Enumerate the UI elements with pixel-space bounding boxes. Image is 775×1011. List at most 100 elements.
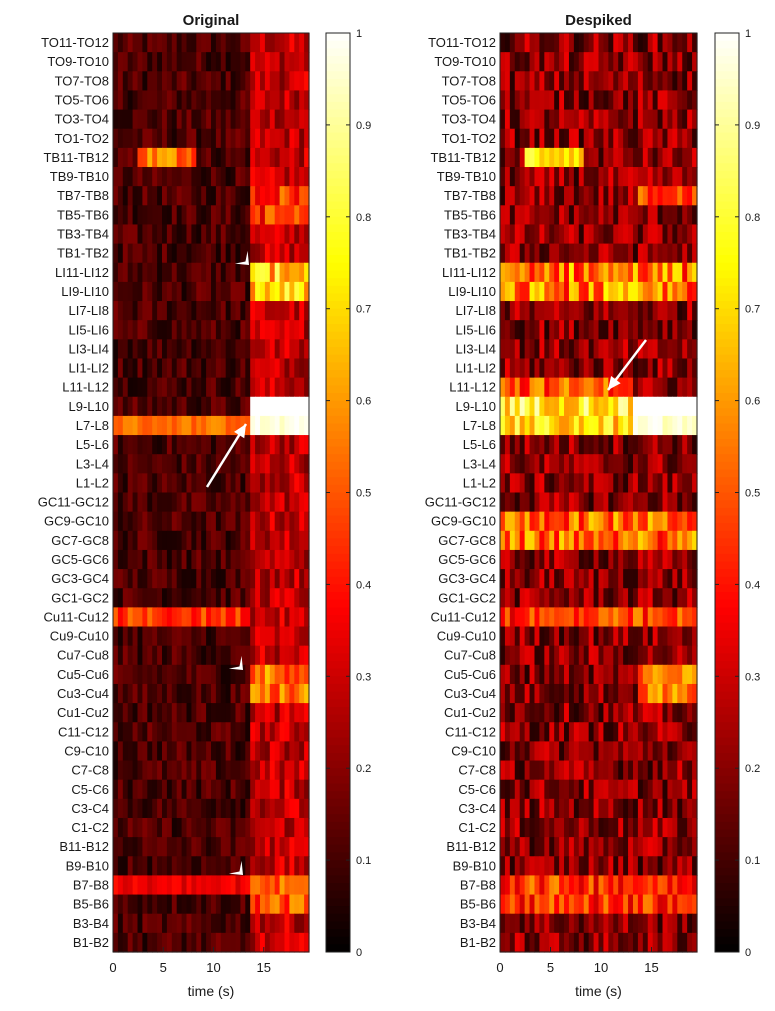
heatmap-cell bbox=[583, 128, 590, 149]
heatmap-cell bbox=[157, 722, 163, 742]
heatmap-cell bbox=[608, 90, 614, 111]
heatmap-cell bbox=[279, 492, 286, 513]
heatmap-cell bbox=[225, 492, 232, 513]
heatmap-cell bbox=[304, 492, 310, 513]
heatmap-cell bbox=[519, 52, 526, 72]
heatmap-cell bbox=[603, 856, 609, 877]
heatmap-cell bbox=[657, 186, 664, 206]
heatmap-cell bbox=[657, 530, 664, 551]
heatmap-cell bbox=[166, 741, 173, 762]
heatmap-cell bbox=[559, 147, 565, 168]
heatmap-cell bbox=[152, 473, 158, 494]
heatmap-cell bbox=[269, 798, 276, 819]
row-label: C11-C12 bbox=[445, 724, 496, 739]
heatmap-cell bbox=[274, 224, 281, 245]
heatmap-cell bbox=[166, 492, 173, 513]
heatmap-cell bbox=[500, 224, 506, 245]
heatmap-cell bbox=[191, 779, 197, 800]
heatmap-cell bbox=[500, 588, 506, 608]
heatmap-cell bbox=[196, 932, 202, 953]
heatmap-cell bbox=[652, 703, 659, 723]
heatmap-cell bbox=[225, 932, 232, 953]
heatmap-cell bbox=[299, 549, 305, 570]
row-label: C7-C8 bbox=[71, 763, 109, 778]
heatmap-cell bbox=[692, 243, 698, 264]
heatmap-cell bbox=[162, 703, 168, 723]
heatmap-cell bbox=[632, 645, 639, 666]
heatmap-cell bbox=[559, 607, 565, 628]
heatmap-cell bbox=[225, 760, 232, 781]
heatmap-cell bbox=[284, 703, 290, 723]
heatmap-cell bbox=[299, 626, 305, 647]
heatmap-cell bbox=[176, 128, 183, 149]
heatmap-cell bbox=[578, 741, 585, 762]
heatmap-cell bbox=[687, 760, 693, 781]
heatmap-cell bbox=[260, 932, 266, 953]
heatmap-cell bbox=[539, 530, 545, 551]
heatmap-cell bbox=[220, 128, 227, 149]
heatmap-cell bbox=[559, 549, 565, 570]
heatmap-cell bbox=[122, 837, 129, 857]
heatmap-cell bbox=[132, 779, 139, 800]
heatmap-cell bbox=[245, 128, 251, 149]
row-label: TO3-TO4 bbox=[442, 112, 496, 127]
heatmap-cell bbox=[162, 779, 168, 800]
heatmap-cell bbox=[176, 435, 183, 455]
heatmap-cell bbox=[504, 549, 511, 570]
colorbar-swatch bbox=[326, 875, 350, 884]
heatmap-cell bbox=[568, 128, 575, 149]
heatmap-cell bbox=[220, 741, 227, 762]
heatmap-cell bbox=[132, 588, 139, 608]
heatmap-cell bbox=[162, 549, 168, 570]
heatmap-cell bbox=[509, 454, 516, 474]
heatmap-cell bbox=[647, 301, 654, 321]
heatmap-cell bbox=[250, 932, 256, 953]
colorbar-swatch bbox=[715, 806, 739, 815]
heatmap-cell bbox=[284, 683, 290, 704]
heatmap-cell bbox=[250, 779, 256, 800]
arrowhead-marker bbox=[228, 655, 244, 670]
heatmap-cell bbox=[677, 224, 683, 245]
heatmap-cell bbox=[284, 186, 290, 206]
heatmap-cell bbox=[206, 243, 212, 264]
heatmap-cell bbox=[539, 473, 545, 494]
heatmap-cell bbox=[279, 128, 286, 149]
heatmap-cell bbox=[652, 741, 659, 762]
heatmap-cell bbox=[549, 109, 555, 130]
colorbar-swatch bbox=[715, 523, 739, 532]
heatmap-cell bbox=[122, 645, 129, 666]
heatmap-cell bbox=[647, 549, 654, 570]
heatmap-cell bbox=[235, 262, 241, 283]
heatmap-cell bbox=[568, 856, 575, 877]
heatmap-cell bbox=[534, 875, 540, 896]
heatmap-cell bbox=[573, 837, 580, 857]
heatmap-cell bbox=[623, 798, 629, 819]
heatmap-cell bbox=[524, 415, 531, 436]
heatmap-cell bbox=[692, 186, 698, 206]
colorbar-swatch bbox=[715, 71, 739, 80]
heatmap-cell bbox=[176, 703, 183, 723]
heatmap-cell bbox=[677, 205, 683, 226]
heatmap-cell bbox=[147, 798, 153, 819]
heatmap-cell bbox=[240, 435, 246, 455]
heatmap-cell bbox=[260, 530, 266, 551]
heatmap-cell bbox=[623, 837, 629, 857]
heatmap-cell bbox=[269, 511, 276, 532]
colorbar-swatch bbox=[715, 339, 739, 348]
heatmap-cell bbox=[618, 741, 624, 762]
heatmap-cell bbox=[274, 894, 281, 915]
heatmap-cell bbox=[564, 722, 570, 742]
heatmap-cell bbox=[578, 530, 585, 551]
heatmap-cell bbox=[583, 798, 590, 819]
heatmap-cell bbox=[613, 856, 619, 877]
heatmap-cell bbox=[230, 798, 237, 819]
heatmap-cell bbox=[652, 875, 659, 896]
heatmap-cell bbox=[176, 607, 183, 628]
colorbar-swatch bbox=[326, 339, 350, 348]
heatmap-cell bbox=[682, 837, 688, 857]
heatmap-cell bbox=[279, 205, 286, 226]
heatmap-cell bbox=[578, 186, 585, 206]
heatmap-cell bbox=[230, 875, 237, 896]
heatmap-cell bbox=[142, 262, 148, 283]
